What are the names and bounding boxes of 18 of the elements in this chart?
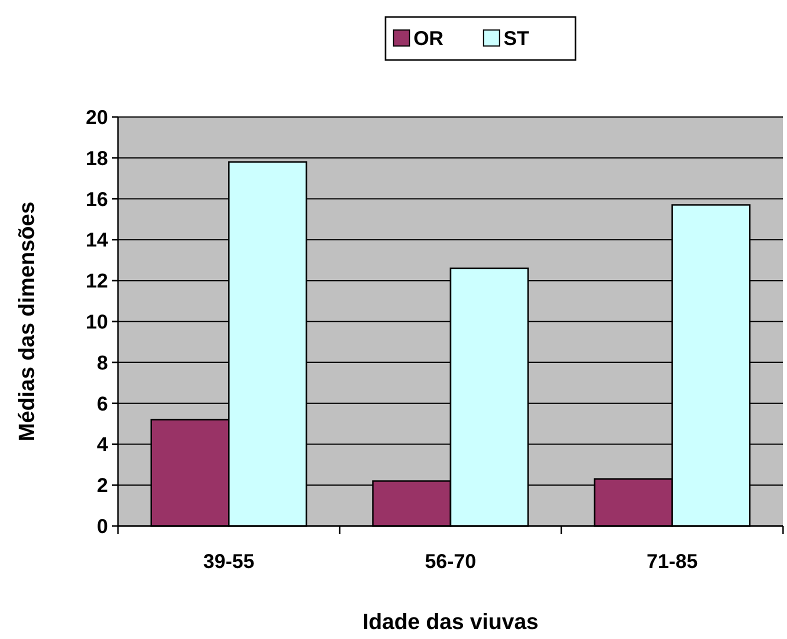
x-tick-label: 56-70 [424, 551, 476, 573]
y-tick-label: 20 [86, 107, 108, 129]
y-tick-label: 14 [86, 230, 109, 252]
x-tick-label: 71-85 [646, 551, 698, 573]
y-tick-label: 8 [96, 352, 108, 374]
y-tick-label: 4 [96, 434, 109, 456]
y-tick-label: 12 [86, 270, 108, 293]
legend-label: ST [504, 28, 530, 50]
y-tick-label: 10 [86, 312, 108, 334]
legend-label: OR [414, 28, 444, 50]
y-tick-label: 6 [96, 393, 108, 416]
y-tick-label: 0 [96, 516, 108, 538]
x-tick-label: 39-55 [203, 551, 254, 573]
x-axis-title: Idade das viuvas [362, 609, 539, 634]
y-tick-label: 2 [96, 475, 108, 498]
y-tick-label: 18 [86, 148, 108, 170]
y-tick-label: 16 [86, 188, 108, 211]
y-axis-title: Médias das dimensões [14, 202, 39, 442]
